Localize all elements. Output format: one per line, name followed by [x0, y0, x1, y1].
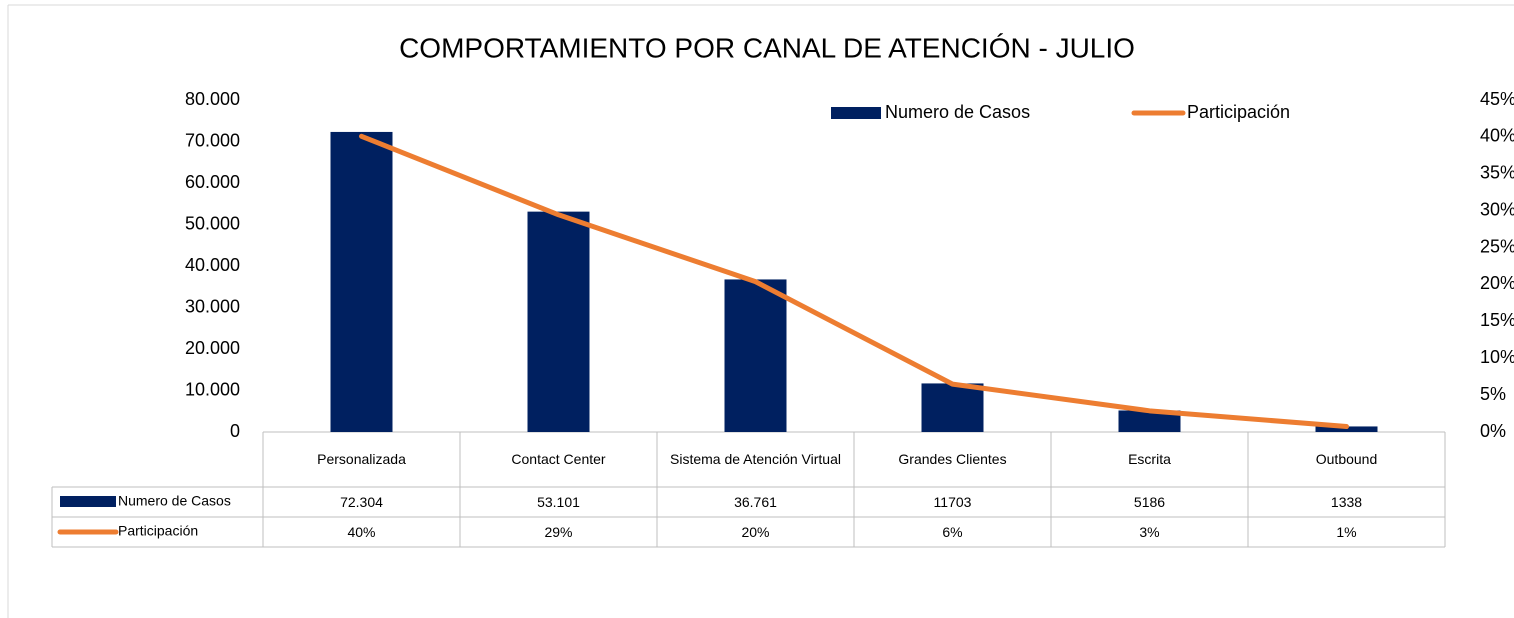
table-cell: 5186 [1133, 493, 1166, 510]
bar [724, 279, 787, 432]
table-key-bar [60, 496, 116, 507]
bar [921, 383, 984, 432]
y-tick-label: 60.000 [185, 172, 240, 192]
table-cell: Grandes Clientes [898, 451, 1007, 467]
y2-tick-label: 20% [1480, 273, 1514, 293]
bar [1315, 426, 1378, 432]
y-tick-label: 20.000 [185, 338, 240, 358]
bar [1118, 410, 1181, 432]
y2-tick-label: 40% [1480, 126, 1514, 146]
y-tick-label: 0 [230, 421, 240, 441]
table-row-label: Participación [118, 523, 198, 539]
y2-tick-label: 0% [1480, 421, 1506, 441]
table-cell: 40% [347, 523, 376, 540]
y-tick-label: 40.000 [185, 255, 240, 275]
y-tick-label: 10.000 [185, 379, 240, 399]
y2-tick-label: 30% [1480, 199, 1514, 219]
table-cell: Contact Center [511, 451, 606, 467]
table-cell: 3% [1139, 523, 1160, 540]
y2-tick-label: 25% [1480, 236, 1514, 256]
y2-tick-label: 35% [1480, 163, 1514, 183]
table-cell: 72.304 [340, 493, 383, 510]
y2-tick-label: 5% [1480, 384, 1506, 404]
y2-tick-label: 15% [1480, 310, 1514, 330]
table-cell: Sistema de Atención Virtual [670, 451, 841, 467]
table-cell: 11703 [933, 493, 972, 510]
table-cell: 20% [741, 523, 770, 540]
y-tick-label: 30.000 [185, 296, 240, 316]
table-cell: 36.761 [734, 493, 777, 510]
table-cell: Personalizada [317, 451, 406, 467]
y-tick-label: 70.000 [185, 130, 240, 150]
legend-key-bar [831, 107, 881, 119]
y2-tick-label: 10% [1480, 347, 1514, 367]
table-cell: 29% [544, 523, 573, 540]
y-tick-label: 50.000 [185, 213, 240, 233]
line [359, 133, 1349, 430]
bar [527, 211, 590, 432]
table-cell: Outbound [1315, 451, 1378, 467]
legend-label: Participación [1187, 102, 1290, 122]
table-cell: Escrita [1128, 451, 1171, 467]
legend-label: Numero de Casos [885, 102, 1030, 122]
y2-tick-label: 45% [1480, 89, 1514, 109]
table-cell: 53.101 [537, 493, 580, 510]
chart-title: COMPORTAMIENTO POR CANAL DE ATENCIÓN - J… [399, 32, 1135, 63]
y-tick-label: 80.000 [185, 89, 240, 109]
bar [330, 131, 393, 432]
table-cell: 1% [1336, 523, 1357, 540]
table-row-label: Numero de Casos [118, 493, 231, 509]
table-cell: 1338 [1330, 493, 1363, 510]
table-cell: 6% [942, 523, 963, 540]
